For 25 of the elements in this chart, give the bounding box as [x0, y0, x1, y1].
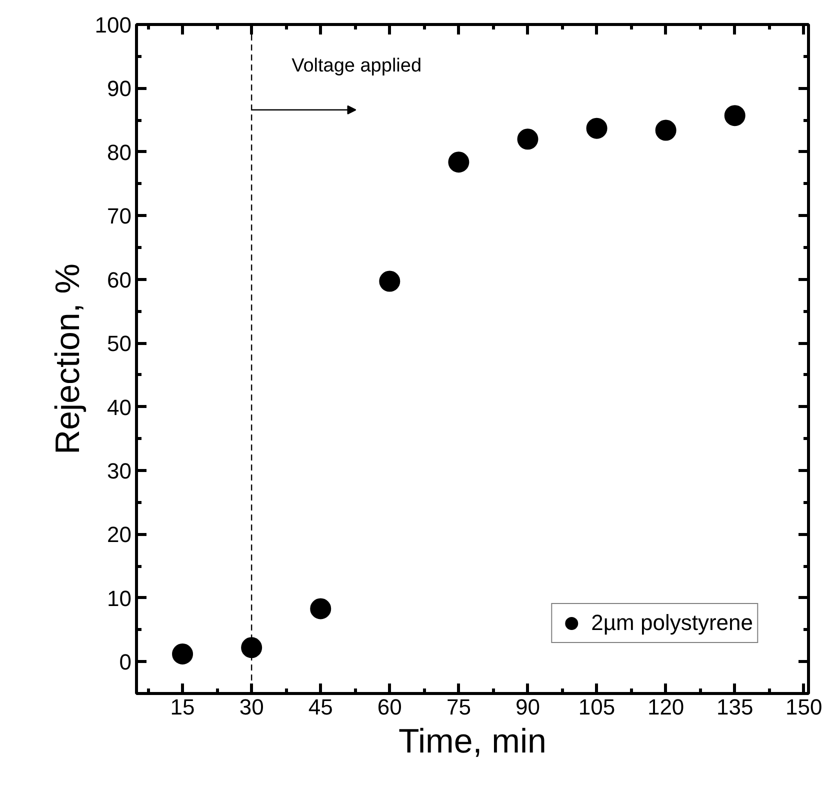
y-tick-label: 90: [107, 76, 132, 102]
x-tick-label: 60: [377, 694, 402, 720]
x-tick-label: 150: [786, 694, 822, 720]
x-tick-label: 15: [170, 694, 195, 720]
x-tick-label: 120: [647, 694, 684, 720]
ref-line-label: Voltage applied: [292, 56, 422, 76]
x-tick-label: 105: [578, 694, 616, 720]
y-tick-label: 0: [119, 650, 132, 675]
y-tick-label: 70: [107, 204, 132, 229]
y-tick-label: 60: [107, 267, 132, 292]
x-tick-label: 135: [716, 694, 754, 720]
y-tick-label: 100: [94, 12, 132, 38]
x-tick-label: 45: [308, 694, 333, 720]
y-tick-label: 50: [107, 331, 132, 356]
y-tick-label: 40: [107, 394, 132, 420]
y-tick-label: 10: [107, 586, 132, 611]
y-tick-label: 30: [107, 458, 132, 484]
y-tick-label: 80: [107, 140, 132, 165]
x-tick-label: 75: [446, 694, 471, 720]
y-axis-title: Rejection, %: [48, 264, 87, 454]
y-tick-label: 20: [107, 522, 132, 548]
x-tick-label: 90: [515, 694, 540, 720]
legend-label: 2µm polystyrene: [591, 610, 753, 636]
x-tick-label: 30: [239, 694, 264, 720]
x-axis-title: Time, min: [398, 722, 546, 760]
